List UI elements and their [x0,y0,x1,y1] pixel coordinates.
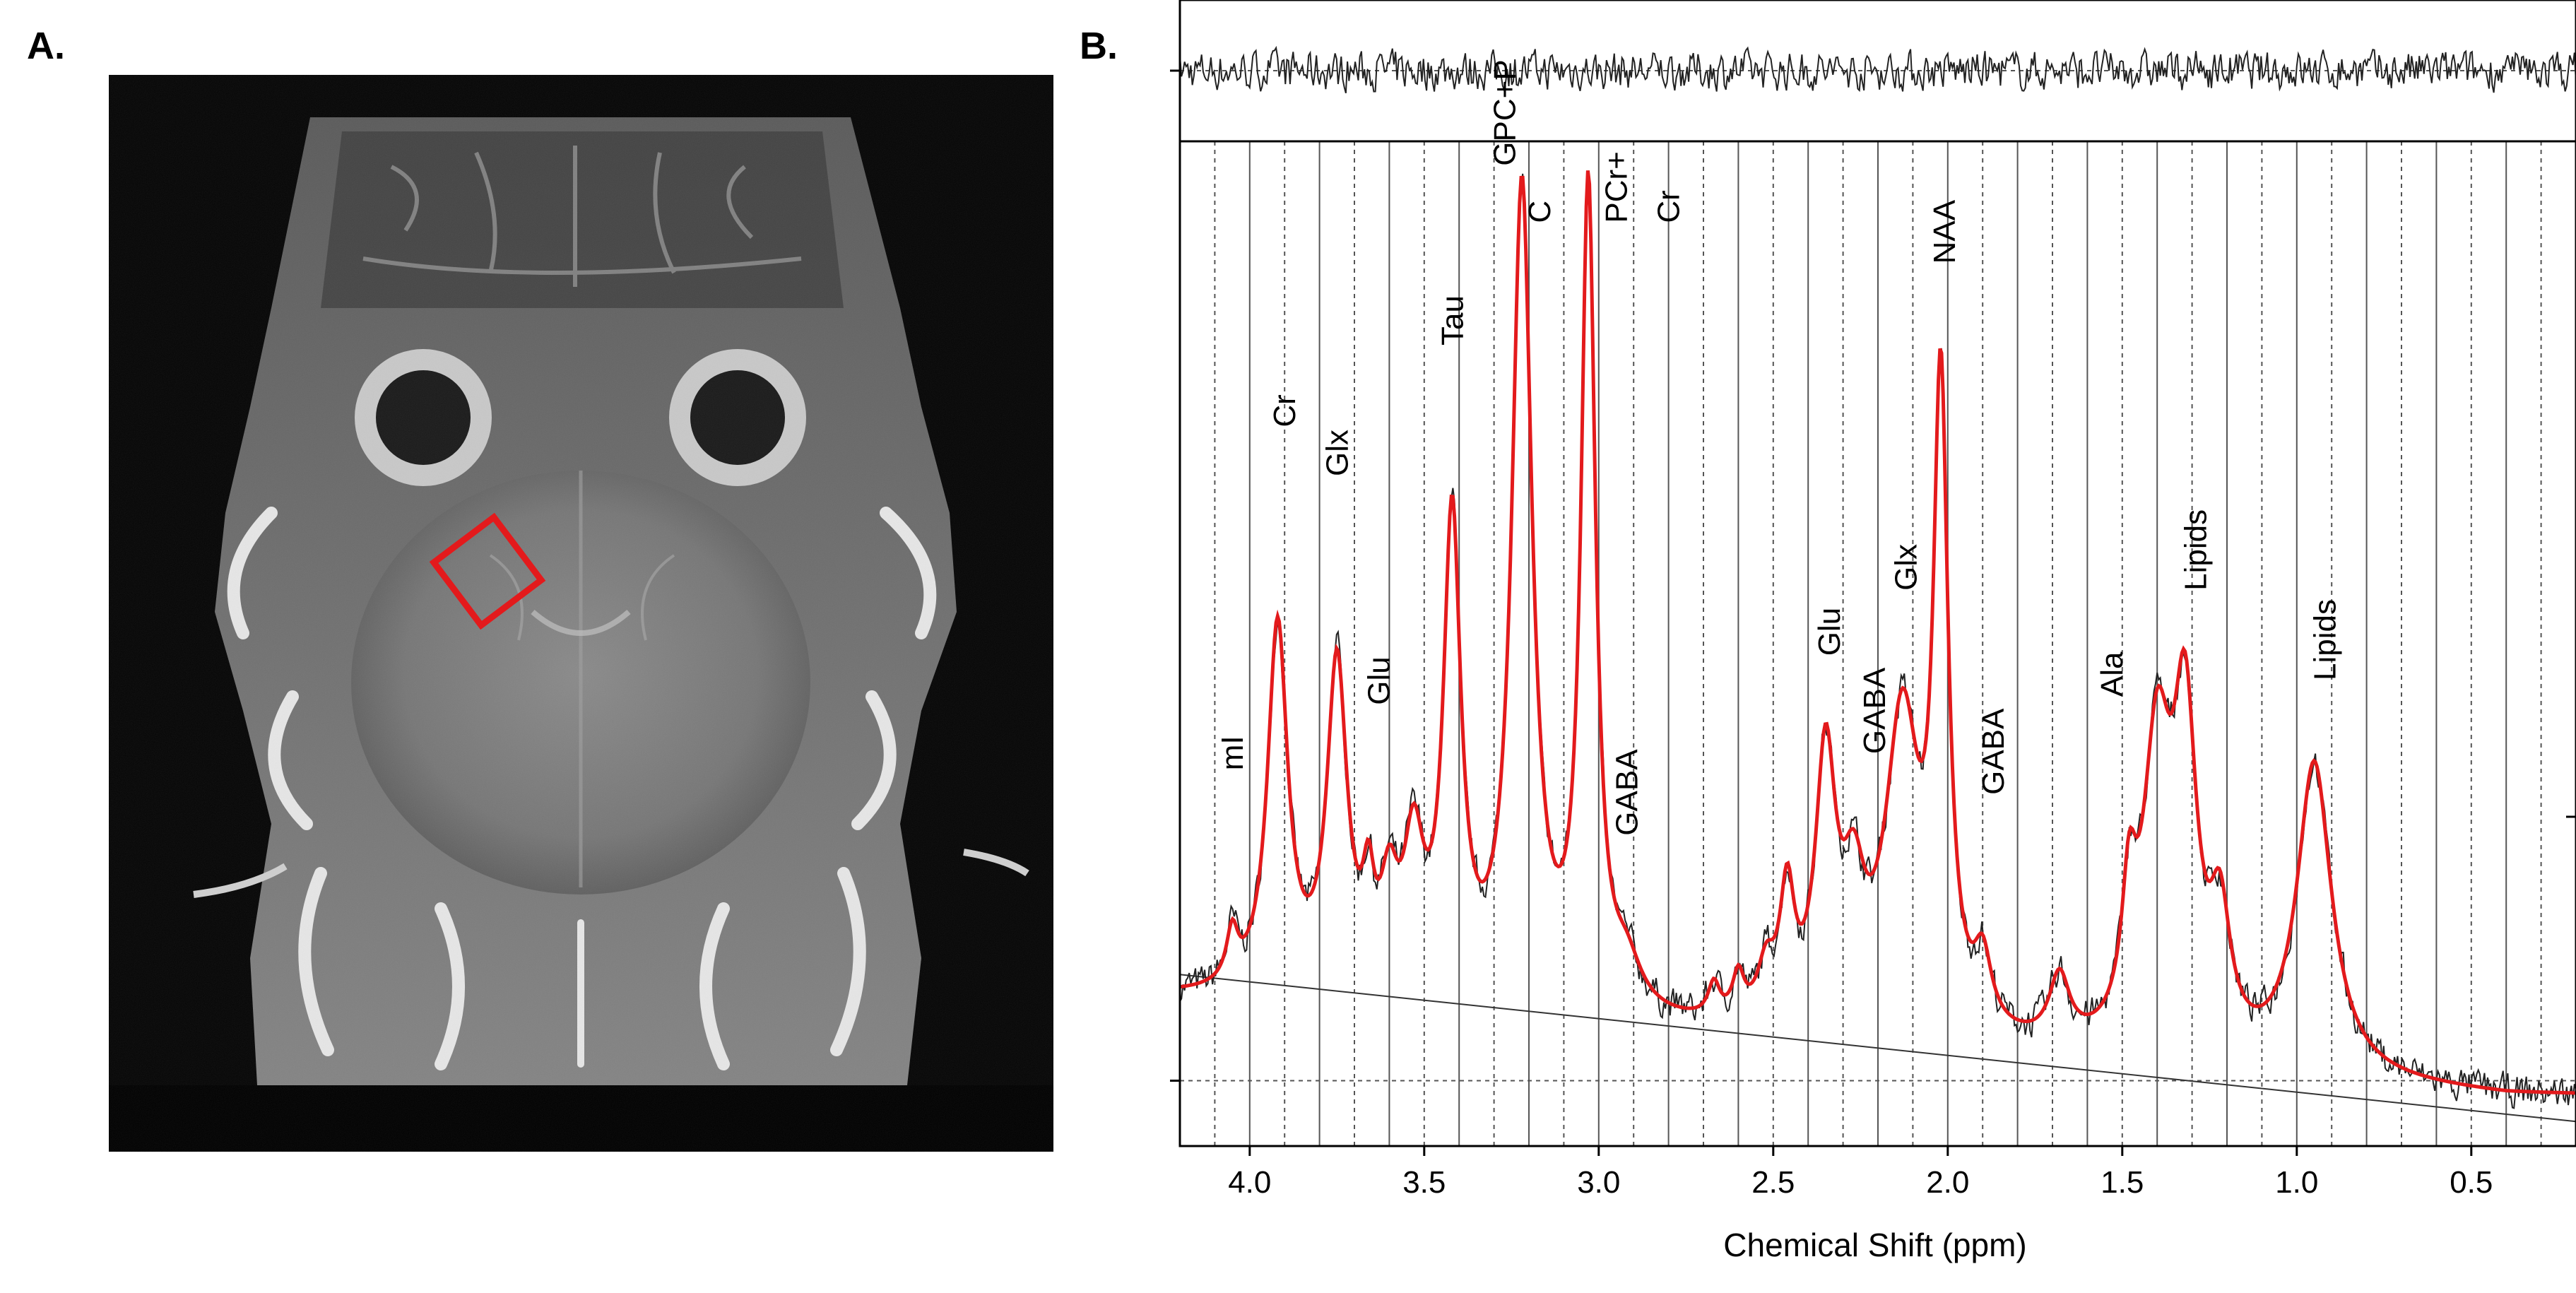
peak-label: Cr [1652,190,1686,223]
panel-b-label: B. [1080,25,1118,67]
peak-label: PCr+ [1600,151,1634,223]
peak-label: GABA [1609,749,1644,836]
peak-labels: mI Cr Glx Glu Tau GPC+P C PCr+ Cr GABA Glu GABA Glx N… [1215,59,2342,835]
voxel-roi [429,512,546,630]
peak-label: Lipids [2179,509,2214,591]
x-tick-label: 0.5 [2450,1165,2493,1200]
peak-label: NAA [1927,199,1962,264]
spectrum-frame [1178,140,2576,1147]
panel-a-label: A. [27,25,65,67]
x-tick-label: 3.0 [1577,1165,1620,1200]
grid-lines [1180,70,2576,1146]
peak-label: Lipids [2308,599,2342,680]
x-tick-label: 2.5 [1751,1165,1795,1200]
spectrum-plot [1179,170,2576,1123]
peak-label: Glu [1362,656,1397,704]
peak-label: GABA [1857,667,1892,754]
x-tick-label: 1.5 [2101,1165,2144,1200]
residual-plot [1179,45,2576,94]
peak-label: GPC+P [1487,59,1522,165]
peak-label: Glx [1889,544,1924,591]
x-axis-ticks: 4.0 3.5 3.0 2.5 2.0 1.5 1.0 0.5 [1170,69,2493,1200]
fit-series-line [1179,170,2576,1095]
x-tick-label: 3.5 [1402,1165,1446,1200]
baseline-line [1179,974,2576,1123]
x-axis-title: Chemical Shift (ppm) [1723,1227,2026,1263]
x-tick-label: 4.0 [1228,1165,1271,1200]
x-tick-label: 2.0 [1926,1165,1969,1200]
residual-line [1179,45,2576,94]
peak-label: Glu [1812,608,1847,656]
peak-label: Cr [1268,394,1302,427]
mri-image [109,75,1053,1152]
peak-label: GABA [1976,708,2011,795]
peak-label: C [1523,201,1557,223]
peak-label: mI [1215,736,1250,770]
x-tick-label: 1.0 [2275,1165,2318,1200]
peak-label: Glx [1320,430,1354,476]
peak-label: Ala [2095,651,2129,697]
peak-label: Tau [1435,295,1470,346]
